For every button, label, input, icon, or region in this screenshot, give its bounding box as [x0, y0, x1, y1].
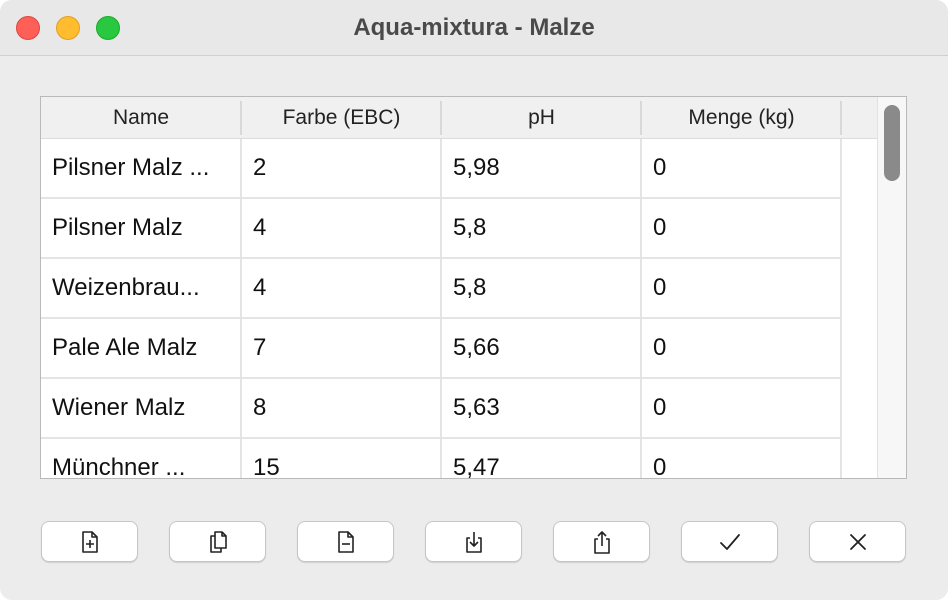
cell-name[interactable]: Pilsner Malz	[52, 214, 183, 241]
column-divider[interactable]	[240, 101, 242, 135]
window-title: Aqua-mixtura - Malze	[353, 14, 595, 41]
close-window-button[interactable]	[16, 16, 40, 40]
column-header-ph[interactable]: pH	[528, 106, 555, 129]
cell-name[interactable]: Wiener Malz	[52, 394, 186, 421]
zoom-window-button[interactable]	[96, 16, 120, 40]
cell-name[interactable]: Weizenbrau...	[52, 274, 200, 301]
cell-menge[interactable]: 0	[653, 454, 667, 479]
table-row[interactable]: Pilsner Malz ... 2 5,98 0	[41, 139, 841, 199]
cancel-button[interactable]	[809, 521, 906, 562]
cell-name[interactable]: Münchner ...	[52, 454, 186, 479]
malt-table: Name Farbe (EBC) pH Menge (kg) Pilsner M…	[40, 96, 907, 479]
cell-farbe[interactable]: 7	[253, 334, 267, 361]
column-header-menge[interactable]: Menge (kg)	[688, 106, 795, 129]
column-divider[interactable]	[840, 101, 842, 135]
share-upload-icon	[593, 530, 610, 554]
cell-menge[interactable]: 0	[653, 334, 667, 361]
cell-ph[interactable]: 5,8	[453, 214, 487, 241]
scrollbar-thumb[interactable]	[884, 105, 900, 181]
column-divider	[840, 139, 842, 478]
download-icon	[465, 531, 482, 553]
table-row[interactable]: Weizenbrau... 4 5,8 0	[41, 259, 841, 319]
table-row[interactable]: Wiener Malz 8 5,63 0	[41, 379, 841, 439]
duplicate-button[interactable]	[169, 521, 266, 562]
cell-name[interactable]: Pale Ale Malz	[52, 334, 198, 361]
table-row[interactable]: Pilsner Malz 4 5,8 0	[41, 199, 841, 259]
cell-ph[interactable]: 5,63	[453, 394, 500, 421]
title-bar: Aqua-mixtura - Malze	[0, 0, 948, 56]
cell-ph[interactable]: 5,8	[453, 274, 487, 301]
remove-button[interactable]	[297, 521, 394, 562]
export-button[interactable]	[553, 521, 650, 562]
import-button[interactable]	[425, 521, 522, 562]
cell-menge[interactable]: 0	[653, 154, 667, 181]
minimize-window-button[interactable]	[56, 16, 80, 40]
column-divider[interactable]	[640, 101, 642, 135]
cell-ph[interactable]: 5,66	[453, 334, 500, 361]
cell-farbe[interactable]: 2	[253, 154, 267, 181]
cell-ph[interactable]: 5,47	[453, 454, 500, 479]
column-divider[interactable]	[440, 101, 442, 135]
cell-farbe[interactable]: 15	[253, 454, 280, 479]
cell-menge[interactable]: 0	[653, 274, 667, 301]
column-header-farbe[interactable]: Farbe (EBC)	[282, 106, 401, 129]
column-divider	[440, 139, 442, 478]
cell-menge[interactable]: 0	[653, 214, 667, 241]
confirm-button[interactable]	[681, 521, 778, 562]
cell-farbe[interactable]: 8	[253, 394, 267, 421]
table-row[interactable]: Münchner ... 15 5,47 0	[41, 439, 841, 479]
cell-menge[interactable]: 0	[653, 394, 667, 421]
column-divider	[240, 139, 242, 478]
close-x-icon	[849, 533, 866, 550]
checkmark-icon	[719, 533, 740, 550]
add-button[interactable]	[41, 521, 138, 562]
column-divider	[640, 139, 642, 478]
column-header-name[interactable]: Name	[112, 106, 170, 129]
remove-document-icon	[337, 530, 354, 553]
add-document-icon	[81, 530, 98, 553]
cell-farbe[interactable]: 4	[253, 214, 267, 241]
cell-ph[interactable]: 5,98	[453, 154, 500, 181]
cell-farbe[interactable]: 4	[253, 274, 267, 301]
copy-documents-icon	[209, 530, 227, 553]
cell-name[interactable]: Pilsner Malz ...	[52, 154, 210, 181]
table-header: Name Farbe (EBC) pH Menge (kg)	[41, 97, 881, 139]
table-row[interactable]: Pale Ale Malz 7 5,66 0	[41, 319, 841, 379]
